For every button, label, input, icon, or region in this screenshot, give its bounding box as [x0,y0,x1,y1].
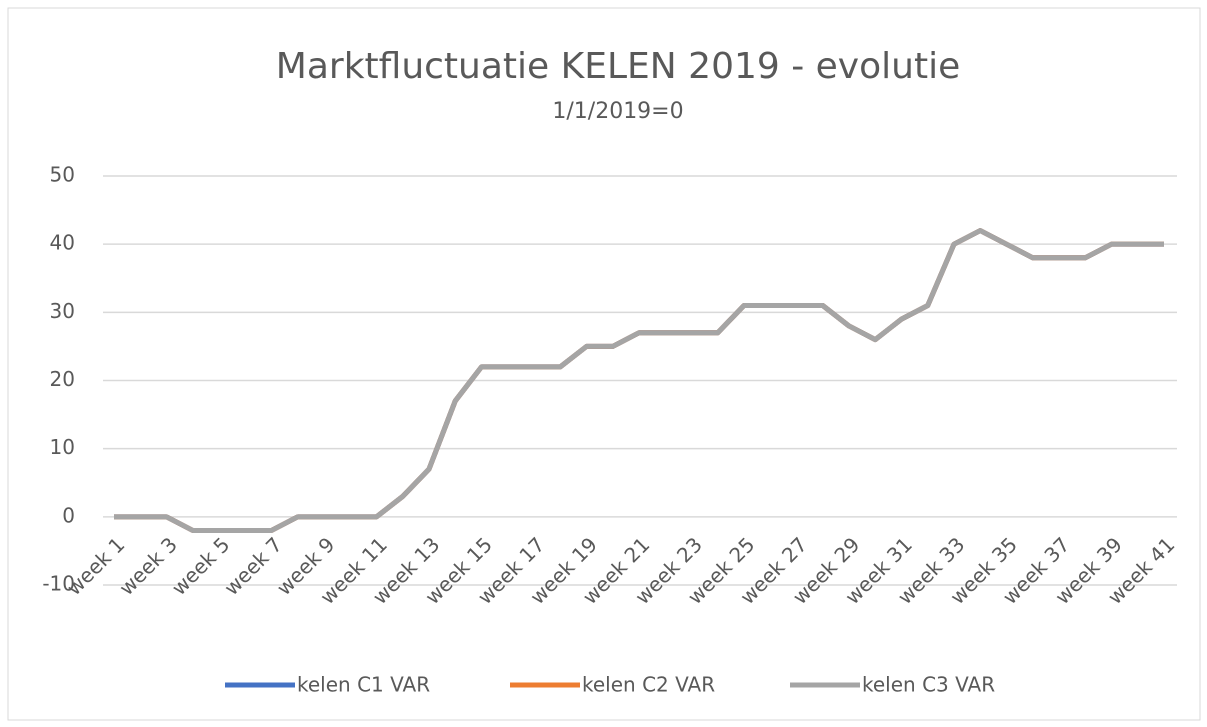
legend-label: kelen C3 VAR [862,673,995,697]
y-tick-label: 10 [50,435,75,459]
y-tick-label: 50 [50,163,75,187]
y-tick-label: 30 [50,299,75,323]
legend-label: kelen C1 VAR [297,673,430,697]
y-tick-label: -10 [42,572,75,596]
legend-label: kelen C2 VAR [582,673,715,697]
chart-title: Marktfluctuatie KELEN 2019 - evolutie [276,46,960,87]
y-tick-label: 0 [62,503,75,527]
series-line [114,228,1164,533]
y-tick-label: 20 [50,367,75,391]
chart-subtitle: 1/1/2019=0 [552,99,683,124]
chart-frame [7,7,1201,721]
y-tick-label: 40 [50,231,75,255]
